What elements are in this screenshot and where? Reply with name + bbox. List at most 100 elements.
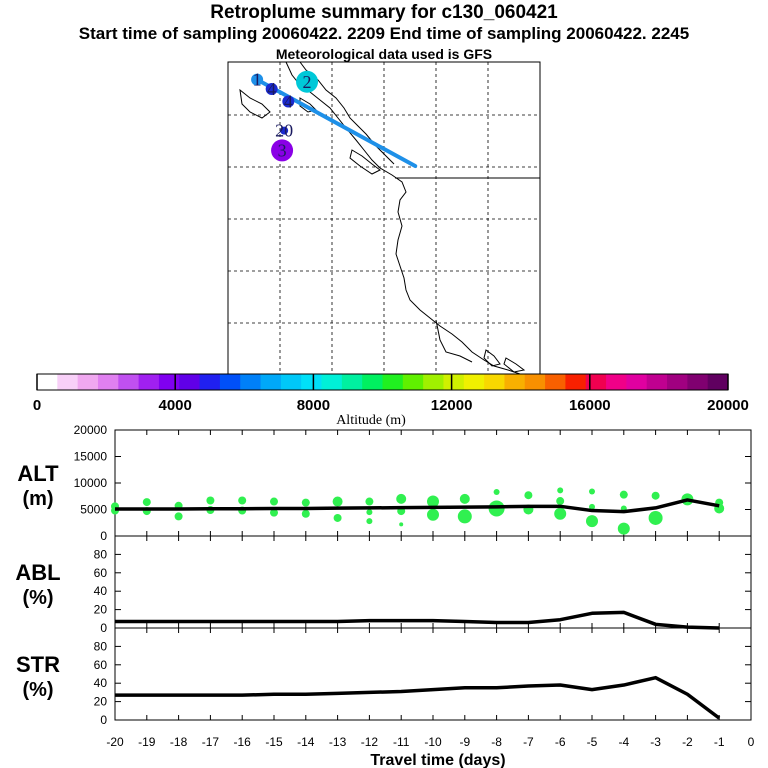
- colorbar-swatch: [341, 374, 363, 390]
- x-tick-label: -6: [555, 735, 566, 749]
- y-tick-label: 80: [94, 547, 108, 561]
- x-tick-label: -10: [424, 735, 442, 749]
- altitude-dot: [399, 522, 404, 527]
- colorbar-swatch: [219, 374, 241, 390]
- panel-unit: (%): [22, 587, 53, 609]
- y-tick-label: 60: [94, 566, 108, 580]
- colorbar-swatch: [423, 374, 444, 390]
- y-tick-label: 40: [94, 676, 108, 690]
- colorbar-xlabel: Altitude (m): [336, 413, 406, 428]
- colorbar-swatch: [687, 374, 709, 390]
- altitude-colorbar: 0 4000 8000 12000 16000 20000: [33, 373, 749, 414]
- altitude-dot: [617, 522, 630, 535]
- altitude-dot: [586, 515, 598, 528]
- altitude-dot: [524, 491, 533, 500]
- marker-dot: [271, 139, 294, 162]
- altitude-dot: [619, 490, 628, 499]
- marker-dot: [296, 70, 319, 93]
- colorbar-swatch: [585, 374, 607, 390]
- abl-series-line: [115, 610, 720, 630]
- abl-panel: 80 60 40 20 0 ABL(%): [15, 535, 752, 635]
- colorbar-swatch: [463, 374, 485, 390]
- altitude-dot: [651, 491, 660, 500]
- y-tick-label: 0: [100, 529, 107, 543]
- altitude-dot: [493, 489, 500, 496]
- y-tick-label: 0: [100, 621, 107, 635]
- altitude-dot: [366, 509, 373, 516]
- y-tick-label: 15000: [74, 450, 108, 464]
- colorbar-swatch: [443, 374, 465, 390]
- colorbar-tick-label: 0: [33, 397, 41, 414]
- x-tick-label: -9: [459, 735, 470, 749]
- altitude-dot: [142, 498, 151, 507]
- colorbar-swatch: [504, 374, 526, 390]
- x-tick-label: -18: [170, 735, 188, 749]
- marker-dot: [251, 73, 264, 86]
- colorbar-swatch: [382, 374, 404, 390]
- colorbar-swatch: [646, 374, 668, 390]
- x-tick-label: -14: [297, 735, 315, 749]
- x-tick-label: -19: [138, 735, 156, 749]
- colorbar-swatch: [667, 374, 688, 390]
- alt-panel: 20000 15000 10000 5000 0 ALT(m): [17, 423, 752, 543]
- marker-label: 3: [278, 140, 287, 160]
- altitude-dot: [238, 496, 247, 505]
- altitude-dot: [427, 508, 439, 521]
- marker-dot: [282, 95, 295, 108]
- str-panel: 80 60 40 20 0 STR(%): [16, 627, 752, 727]
- y-tick-label: 20: [94, 695, 108, 709]
- altitude-dot: [366, 518, 373, 525]
- y-tick-label: 60: [94, 658, 108, 672]
- str-series-line: [115, 675, 721, 720]
- chart-title: Retroplume summary for c130_060421: [210, 2, 558, 23]
- colorbar-swatch: [37, 374, 58, 390]
- x-tick-label: -1: [714, 735, 725, 749]
- marker-label: 4: [284, 92, 293, 112]
- colorbar-swatch: [301, 374, 323, 390]
- map-marker: 1: [251, 70, 264, 90]
- marker-label: 20: [275, 121, 293, 141]
- altitude-dot: [301, 498, 310, 507]
- coastline: [239, 61, 540, 375]
- panel-unit: (m): [22, 488, 53, 510]
- map-marker: 3: [271, 139, 294, 162]
- colorbar-swatch: [199, 374, 221, 390]
- map-marker: 4: [265, 79, 278, 99]
- colorbar-swatch: [179, 374, 201, 390]
- altitude-dot: [206, 496, 215, 505]
- panel-frame: [114, 535, 752, 629]
- altitude-dot: [427, 495, 439, 508]
- panel-label: ALT: [17, 461, 59, 486]
- altitude-dot: [301, 509, 310, 518]
- colorbar-swatch: [158, 374, 180, 390]
- colorbar-swatch: [260, 374, 282, 390]
- altitude-dot: [333, 513, 342, 522]
- colorbar-swatch: [280, 374, 302, 390]
- altitude-dot: [396, 493, 407, 504]
- colorbar-swatch: [626, 374, 648, 390]
- colorbar-swatch: [321, 374, 343, 390]
- colorbar-swatch: [97, 374, 119, 390]
- y-tick-label: 20000: [74, 423, 108, 437]
- time-series-panels: 20000150001000050000ALT(m)806040200ABL(%…: [15, 423, 754, 749]
- x-tick-label: -16: [234, 735, 252, 749]
- altitude-dot: [459, 493, 470, 504]
- map-marker: 4: [282, 92, 295, 112]
- plume-track-line: [255, 77, 418, 168]
- colorbar-swatch: [240, 374, 262, 390]
- y-tick-label: 20: [94, 603, 108, 617]
- panel-frame: [114, 627, 752, 721]
- sampling-times: Start time of sampling 20060422. 2209 En…: [78, 24, 690, 43]
- panel-label: ABL: [15, 560, 60, 585]
- x-tick-label: -8: [491, 735, 502, 749]
- altitude-dot: [648, 510, 663, 525]
- altitude-dot: [556, 497, 565, 506]
- x-tick-label: -3: [650, 735, 661, 749]
- x-tick-label: -17: [202, 735, 220, 749]
- x-tick-label: -4: [618, 735, 629, 749]
- colorbar-tick-label: 16000: [569, 397, 611, 414]
- colorbar-swatch: [362, 374, 383, 390]
- colorbar-swatch: [565, 374, 587, 390]
